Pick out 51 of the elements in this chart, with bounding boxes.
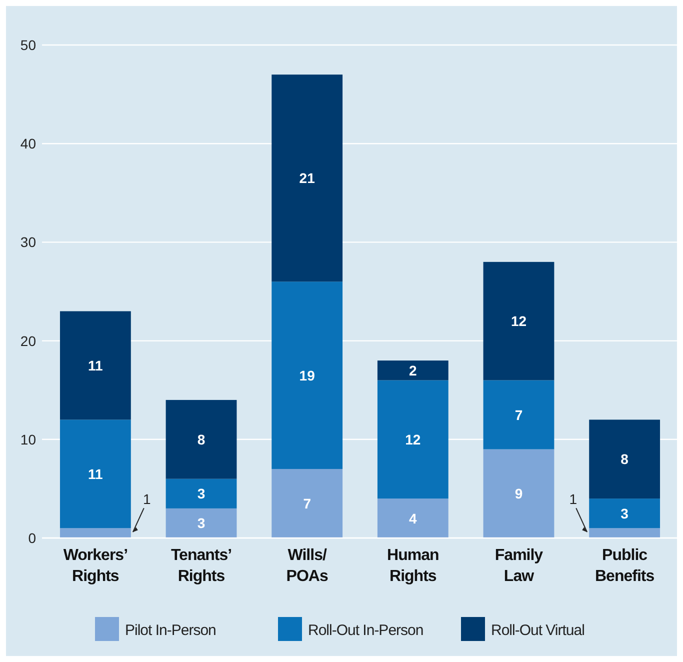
data-label: 19 — [299, 367, 316, 384]
data-label: 21 — [299, 170, 316, 186]
data-label: 12 — [405, 431, 421, 448]
legend-label: Roll-Out In-Person — [308, 622, 424, 639]
x-tick-label: Family Law — [494, 547, 544, 585]
bar — [377, 360, 448, 380]
bar — [272, 468, 343, 538]
legend-label: Pilot In-Person — [125, 622, 216, 639]
bar — [589, 498, 660, 528]
data-label: 3 — [620, 505, 629, 522]
x-tick-label: Tenants’ Rights — [170, 547, 232, 585]
data-label: 3 — [197, 486, 206, 502]
bar — [483, 380, 554, 450]
y-tick-label: 10 — [20, 431, 36, 448]
bar — [60, 420, 131, 528]
data-label: 11 — [88, 357, 104, 374]
legend-label: Roll-Out Virtual — [491, 622, 585, 639]
bar — [483, 449, 554, 538]
bar — [272, 74, 343, 282]
data-label: 4 — [409, 510, 418, 526]
x-tick-label: Wills/ POAs — [286, 547, 328, 585]
bar — [60, 311, 131, 420]
data-label: 8 — [197, 431, 206, 448]
y-tick-label: 40 — [20, 136, 36, 152]
data-label: 8 — [620, 451, 629, 468]
data-label: 12 — [510, 313, 527, 330]
data-label: 1 — [569, 491, 578, 508]
data-label: 1 — [142, 491, 151, 508]
data-label: 11 — [88, 466, 104, 482]
bar — [166, 400, 237, 479]
y-tick-label: 50 — [20, 37, 36, 53]
bar — [377, 498, 448, 538]
bar — [483, 262, 554, 380]
bar — [377, 380, 448, 499]
x-tick-label: Workers’ Rights — [63, 547, 128, 585]
bar — [60, 528, 131, 538]
bar — [166, 508, 237, 538]
data-label: 3 — [197, 515, 206, 532]
y-tick-label: 0 — [28, 530, 36, 546]
data-label: 7 — [514, 406, 523, 423]
y-tick-label: 20 — [20, 332, 36, 349]
bar — [272, 282, 343, 469]
data-label: 7 — [303, 495, 312, 512]
y-tick-label: 30 — [20, 234, 36, 250]
bar — [589, 420, 660, 499]
x-tick-label: Human Rights — [387, 547, 439, 585]
bar — [589, 528, 660, 538]
data-label: 2 — [409, 362, 418, 378]
data-label: 9 — [514, 486, 523, 502]
bar — [166, 478, 237, 508]
x-tick-label: Public Benefits — [594, 547, 655, 585]
